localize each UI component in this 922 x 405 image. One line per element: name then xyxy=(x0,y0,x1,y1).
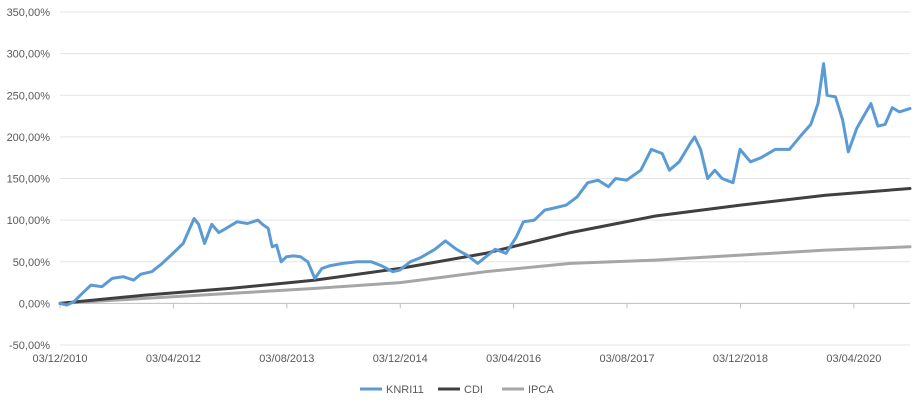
x-tick-label: 03/04/2020 xyxy=(826,353,881,365)
y-tick-label: 300,00% xyxy=(7,49,51,61)
grid-layer xyxy=(60,11,910,346)
series-line-knri11 xyxy=(58,62,912,307)
legend: KNRI11 CDI IPCA xyxy=(360,384,554,396)
legend-item-cdi: CDI xyxy=(438,384,483,396)
y-tick-label: 200,00% xyxy=(7,132,51,144)
series-line-ipca xyxy=(58,245,912,305)
x-tick-label: 03/04/2016 xyxy=(486,353,541,365)
series-layer xyxy=(58,62,912,307)
legend-label: CDI xyxy=(464,384,483,396)
series-line-cdi xyxy=(58,187,912,305)
legend-item-ipca: IPCA xyxy=(502,384,554,396)
y-tick-label: 250,00% xyxy=(7,90,51,102)
x-tick-label: 03/04/2012 xyxy=(146,353,201,365)
y-tick-label: 100,00% xyxy=(7,215,51,227)
y-tick-label: 50,00% xyxy=(13,257,51,269)
y-tick-label: 150,00% xyxy=(7,174,51,186)
legend-item-knri11: KNRI11 xyxy=(360,384,424,396)
y-tick-label: 350,00% xyxy=(7,7,51,19)
legend-label: KNRI11 xyxy=(386,384,424,396)
x-tick-label: 03/08/2017 xyxy=(600,353,655,365)
x-tick-label: 03/12/2018 xyxy=(713,353,768,365)
y-axis-ticks: -50,00% 0,00% 50,00% 100,00% 150,00% 200,00% 2… xyxy=(7,7,51,352)
x-axis-ticks: 03/12/2010 03/04/2012 03/08/2013 03/12/2014… xyxy=(32,303,881,365)
x-tick-label: 03/12/2014 xyxy=(373,353,428,365)
x-tick-label: 03/08/2013 xyxy=(259,353,314,365)
x-tick-label: 03/12/2010 xyxy=(32,353,87,365)
legend-label: IPCA xyxy=(528,384,554,396)
y-tick-label: -50,00% xyxy=(9,340,50,352)
y-tick-label: 0,00% xyxy=(19,298,50,310)
